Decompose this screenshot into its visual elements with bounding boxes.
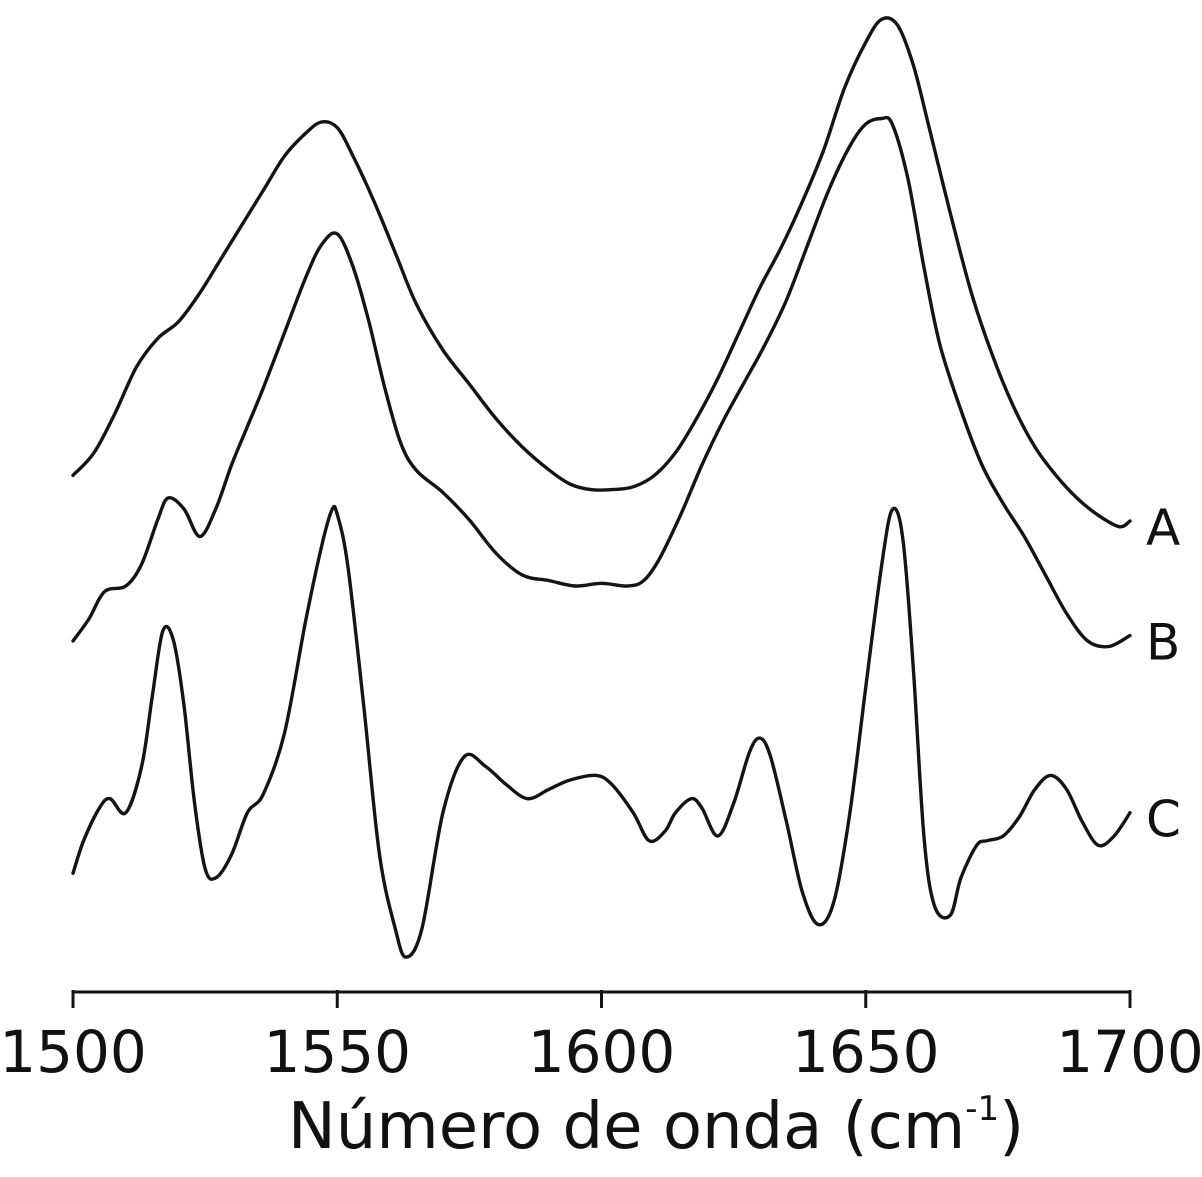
series-c-label: C: [1146, 791, 1181, 849]
series-a-line: [71, 16, 1132, 529]
series-b-label: B: [1146, 614, 1180, 672]
series-c-line: [71, 504, 1132, 959]
series-a-label: A: [1146, 499, 1180, 557]
series-b-line: [71, 115, 1132, 649]
x-tick-label: 1650: [792, 1018, 940, 1086]
x-axis-title: Número de onda (cm-1): [288, 1089, 1024, 1164]
x-tick-label: 1600: [528, 1018, 676, 1086]
x-tick-label: 1550: [263, 1018, 411, 1086]
x-tick-label: 1500: [0, 1018, 147, 1086]
x-axis: 1500 1550 1600 1650 1700: [0, 990, 1202, 1086]
x-tick-label: 1700: [1056, 1018, 1202, 1086]
series-labels: AB C: [1146, 499, 1181, 849]
series-layer: [71, 16, 1132, 959]
